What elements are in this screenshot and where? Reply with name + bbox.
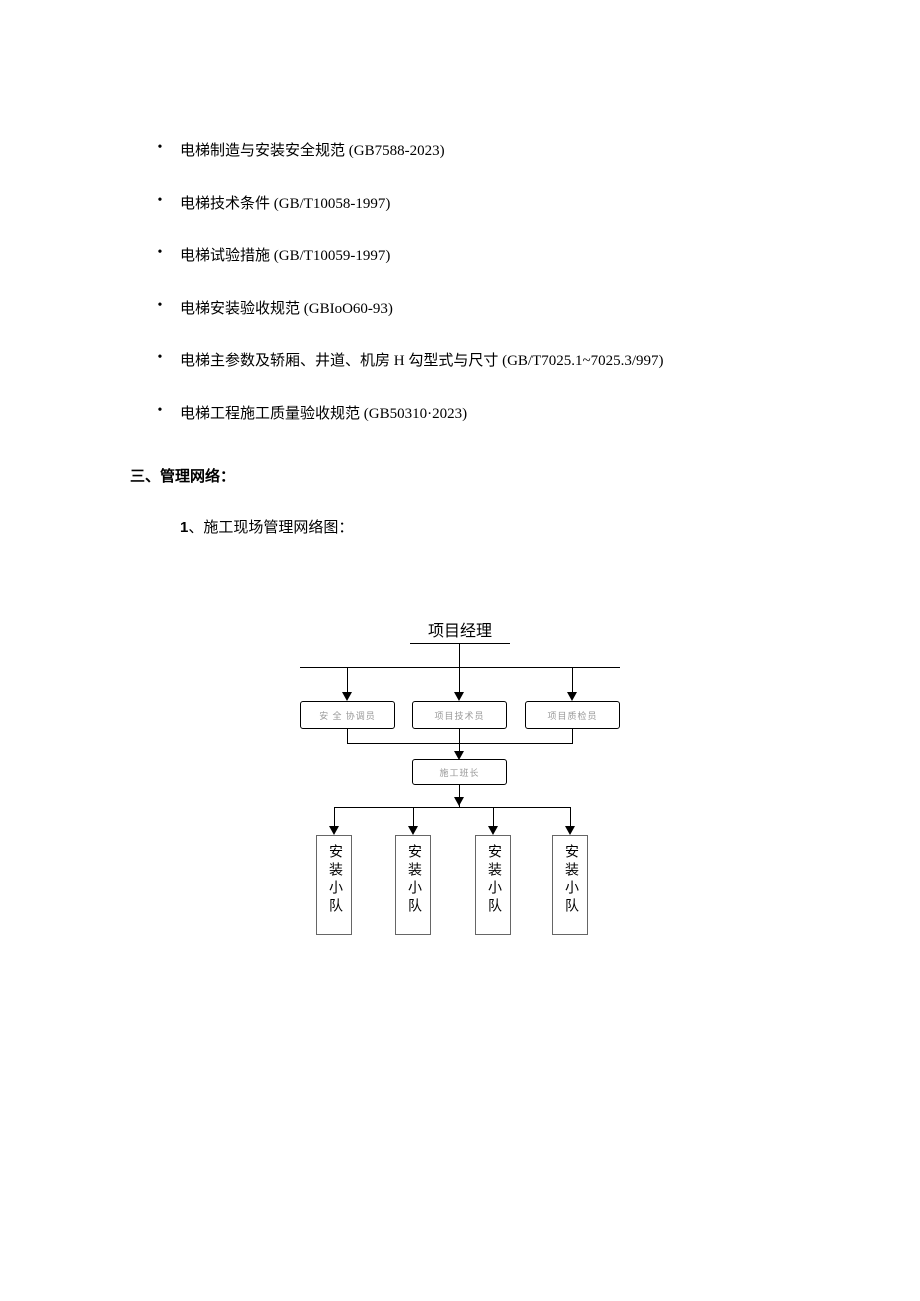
org-node: 安装小队 [395, 835, 431, 935]
list-item: • 电梯安装验收规范 (GBIoO60-93) [140, 298, 780, 321]
sub-text: 、施工现场管理网络图： [188, 520, 353, 536]
arrow-down-icon [488, 826, 498, 835]
bullet-text: 电梯技术条件 (GB/T10058-1997) [180, 193, 780, 216]
org-node: 安装小队 [316, 835, 352, 935]
bullet-icon: • [140, 193, 180, 209]
list-item: • 电梯主参数及轿厢、井道、机房 H 勾型式与尺寸 (GB/T7025.1~70… [140, 350, 780, 373]
list-item: • 电梯试验措施 (GB/T10059-1997) [140, 245, 780, 268]
list-item: • 电梯技术条件 (GB/T10058-1997) [140, 193, 780, 216]
bullet-text: 电梯试验措施 (GB/T10059-1997) [180, 245, 780, 268]
org-node-label: 安 全 协调员 [319, 709, 376, 722]
bullet-text: 电梯安装验收规范 (GBIoO60-93) [180, 298, 780, 321]
connector-line [493, 807, 494, 827]
arrow-down-icon [329, 826, 339, 835]
arrow-down-icon [567, 692, 577, 701]
org-node: 项目质检员 [525, 701, 620, 729]
section-heading: 三、管理网络： [130, 465, 780, 486]
org-node: 安装小队 [475, 835, 511, 935]
org-node-label: 安装小队 [403, 844, 423, 916]
org-node-label: 施工班长 [439, 766, 479, 779]
org-node-label: 安装小队 [483, 844, 503, 916]
arrow-down-icon [408, 826, 418, 835]
org-node: 项目技术员 [412, 701, 507, 729]
arrow-down-icon [454, 797, 464, 806]
sub-heading: 1、施工现场管理网络图： [180, 516, 780, 537]
org-chart-diagram: 项目经理 安 全 协调员 项目技术员 项目质检员施工班长安装小队 安装小队 安装小队 安装… [290, 617, 630, 943]
bullet-icon: • [140, 298, 180, 314]
bullet-text: 电梯工程施工质量验收规范 (GB50310·2023) [180, 403, 780, 426]
bullet-text: 电梯主参数及轿厢、井道、机房 H 勾型式与尺寸 (GB/T7025.1~7025… [180, 350, 780, 373]
org-node-label: 安装小队 [560, 844, 580, 916]
bullet-icon: • [140, 350, 180, 366]
standards-list: • 电梯制造与安装安全规范 (GB7588-2023) • 电梯技术条件 (GB… [140, 140, 780, 425]
connector-line [459, 643, 460, 693]
org-node-label: 安装小队 [324, 844, 344, 916]
connector-line [572, 729, 573, 743]
connector-line [459, 729, 460, 751]
connector-line [410, 643, 510, 644]
bullet-icon: • [140, 245, 180, 261]
arrow-down-icon [454, 692, 464, 701]
connector-line [334, 807, 335, 827]
connector-line [572, 667, 573, 693]
connector-line [413, 807, 414, 827]
org-node: 施工班长 [412, 759, 507, 785]
connector-line [347, 667, 348, 693]
list-item: • 电梯工程施工质量验收规范 (GB50310·2023) [140, 403, 780, 426]
bullet-icon: • [140, 403, 180, 419]
diagram-body: 安 全 协调员 项目技术员 项目质检员施工班长安装小队 安装小队 安装小队 安装小队 [290, 643, 630, 943]
bullet-icon: • [140, 140, 180, 156]
arrow-down-icon [342, 692, 352, 701]
connector-line [347, 743, 573, 744]
connector-line [570, 807, 571, 827]
list-item: • 电梯制造与安装安全规范 (GB7588-2023) [140, 140, 780, 163]
org-node-label: 项目技术员 [434, 709, 484, 722]
bullet-text: 电梯制造与安装安全规范 (GB7588-2023) [180, 140, 780, 163]
arrow-down-icon [565, 826, 575, 835]
org-node: 安装小队 [552, 835, 588, 935]
connector-line [347, 729, 348, 743]
diagram-title: 项目经理 [290, 617, 630, 641]
org-node: 安 全 协调员 [300, 701, 395, 729]
connector-line [334, 807, 570, 808]
org-node-label: 项目质检员 [547, 709, 597, 722]
